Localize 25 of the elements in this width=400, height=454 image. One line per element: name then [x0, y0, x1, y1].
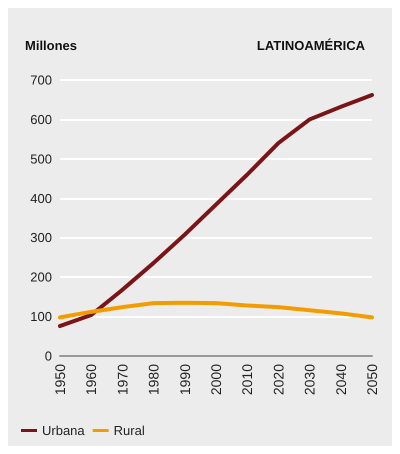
y-tick-label: 500	[30, 151, 52, 166]
x-tick-label: 1950	[52, 364, 68, 396]
y-tick-label: 0	[44, 348, 52, 364]
x-tick-label: 1970	[114, 364, 130, 396]
y-tick-label: 600	[30, 112, 52, 127]
x-tick-label: 1960	[83, 364, 100, 396]
x-tick-label: 2030	[302, 364, 318, 396]
line-series	[58, 92, 374, 328]
x-tick-label: 2050	[364, 364, 380, 396]
x-tick-label: 2020	[270, 364, 286, 396]
x-tick-label: 2040	[332, 364, 349, 396]
y-tick-label: 200	[30, 270, 52, 285]
y-tick-label: 400	[30, 190, 52, 206]
x-tick-label: 1980	[146, 364, 162, 396]
y-axis-title: Millones	[25, 38, 78, 53]
y-tick-label: 100	[30, 309, 52, 324]
y-tick-label: 300	[30, 230, 52, 246]
legend-label: Urbana	[42, 423, 86, 438]
chart-title: LATINOAMÉRICA	[256, 38, 366, 53]
x-tick-label: 1990	[176, 364, 193, 396]
legend-label: Rural	[114, 423, 145, 438]
y-tick-label: 700	[30, 72, 52, 88]
x-tick-label: 2010	[239, 364, 256, 396]
x-tick-label: 2000	[208, 364, 224, 396]
line-series	[58, 300, 374, 320]
